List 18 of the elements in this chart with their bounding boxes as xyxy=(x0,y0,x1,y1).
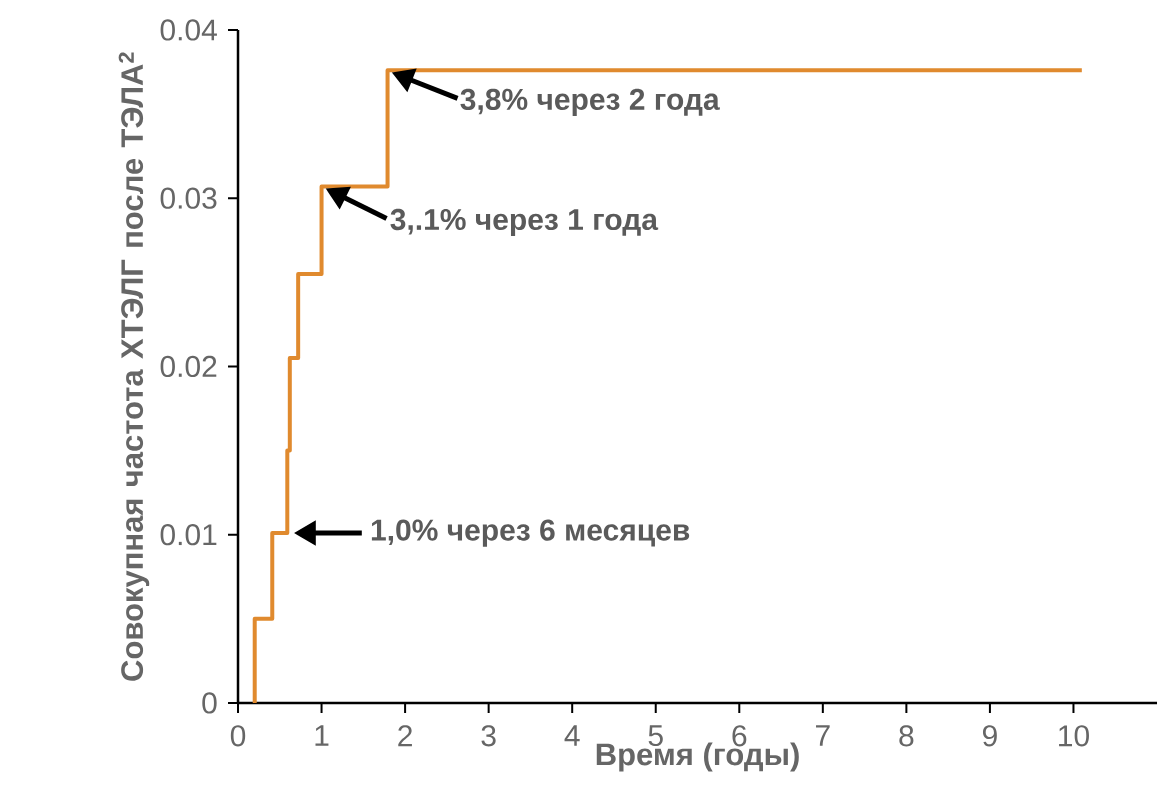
x-tick-label: 10 xyxy=(1059,725,1089,747)
x-tick-label: 4 xyxy=(564,725,580,746)
annotation: 1,0% через 6 месяцев xyxy=(371,519,690,547)
x-tick-label: 9 xyxy=(982,725,997,747)
y-tick-label: 0.04 xyxy=(160,19,217,41)
annotation: 3,.1% через 1 года xyxy=(390,208,659,237)
x-tick-label: 7 xyxy=(816,725,830,746)
x-tick-label: 3 xyxy=(481,725,496,747)
y-tick-label: 0.01 xyxy=(160,524,217,546)
y-axis-title: Совокупная частота ХТЭЛГ после ТЭЛА$^{2}$ xyxy=(118,52,150,681)
y-tick-label: 0.03 xyxy=(160,187,217,209)
x-tick-label: 2 xyxy=(398,725,412,747)
x-tick-label: 8 xyxy=(899,725,914,747)
annotation: 3,8% через 2 года xyxy=(460,88,720,116)
y-tick-label: 0 xyxy=(202,692,217,714)
x-tick-label: 1 xyxy=(315,725,329,746)
x-tick-label: 0 xyxy=(230,725,246,747)
y-tick-label: 0.02 xyxy=(160,355,217,378)
